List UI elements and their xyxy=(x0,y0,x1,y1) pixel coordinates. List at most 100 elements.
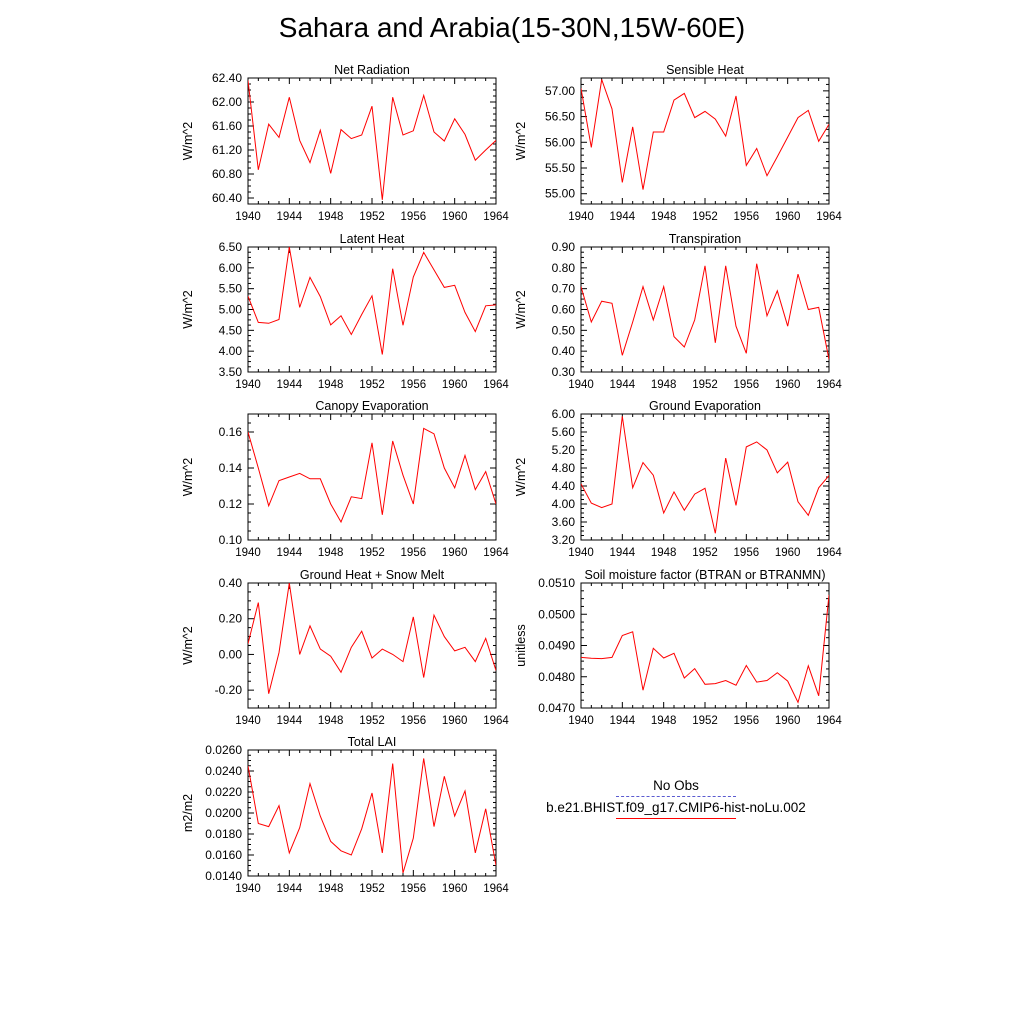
y-tick-label: 60.80 xyxy=(212,167,242,181)
x-tick-label: 1952 xyxy=(359,379,385,391)
y-tick-label: 61.60 xyxy=(212,119,242,133)
y-tick-label: 57.00 xyxy=(545,84,575,98)
y-axis-label: W/m^2 xyxy=(181,122,195,161)
y-tick-label: 55.50 xyxy=(545,161,575,175)
x-tick-label: 1940 xyxy=(568,547,594,559)
y-axis-label: W/m^2 xyxy=(514,290,528,329)
panel-title: Canopy Evaporation xyxy=(315,399,428,413)
y-tick-label: 0.0260 xyxy=(205,743,242,757)
y-tick-label: 5.20 xyxy=(552,443,576,457)
legend: No Obs b.e21.BHIST.f09_g17.CMIP6-hist-no… xyxy=(520,778,832,819)
y-tick-label: 5.60 xyxy=(552,425,576,439)
y-tick-label: 55.00 xyxy=(545,187,575,201)
y-tick-label: -0.20 xyxy=(215,683,243,697)
x-tick-label: 1948 xyxy=(651,211,677,223)
y-tick-label: 5.50 xyxy=(219,282,243,296)
x-tick-label: 1940 xyxy=(568,379,594,391)
x-tick-label: 1948 xyxy=(651,715,677,727)
y-tick-label: 3.20 xyxy=(552,533,576,547)
plot-frame xyxy=(247,749,497,877)
panel-2: Sensible Heat W/m^2 1940 1944 1948 1952 1956 19… xyxy=(514,63,842,223)
x-tick-label: 1956 xyxy=(401,211,427,223)
plot-frame xyxy=(247,413,497,541)
panel-3: Latent Heat W/m^2 1940 1944 1948 1952 1956 1960… xyxy=(181,232,509,391)
x-tick-label: 1948 xyxy=(318,715,344,727)
y-tick-label: 0.14 xyxy=(219,461,243,475)
legend-obs-line xyxy=(616,796,736,797)
panel-title: Latent Heat xyxy=(340,232,405,246)
legend-model-label: b.e21.BHIST.f09_g17.CMIP6-hist-noLu.002 xyxy=(546,800,806,815)
x-tick-label: 1960 xyxy=(442,547,468,559)
y-tick-label: 5.00 xyxy=(219,303,243,317)
series-line xyxy=(248,80,496,200)
y-tick-label: 4.00 xyxy=(219,344,243,358)
x-tick-label: 1956 xyxy=(734,379,760,391)
x-tick-label: 1960 xyxy=(775,211,801,223)
y-tick-label: 0.90 xyxy=(552,240,576,254)
page-title: Sahara and Arabia(15-30N,15W-60E) xyxy=(278,12,746,43)
series-line xyxy=(581,416,829,534)
y-tick-label: 4.80 xyxy=(552,461,576,475)
x-tick-label: 1940 xyxy=(235,379,261,391)
x-tick-label: 1952 xyxy=(359,715,385,727)
y-tick-label: 0.40 xyxy=(219,576,243,590)
x-tick-label: 1964 xyxy=(816,211,842,223)
x-tick-label: 1956 xyxy=(401,883,427,895)
y-tick-label: 0.10 xyxy=(219,533,243,547)
x-tick-label: 1956 xyxy=(734,715,760,727)
y-tick-label: 0.12 xyxy=(219,497,243,511)
x-tick-label: 1948 xyxy=(651,547,677,559)
y-tick-label: 0.0180 xyxy=(205,827,242,841)
x-tick-label: 1944 xyxy=(610,211,636,223)
x-tick-label: 1948 xyxy=(318,211,344,223)
legend-obs-label: No Obs xyxy=(653,778,699,793)
panel-5: Canopy Evaporation W/m^2 1940 1944 1948 1952 1… xyxy=(181,399,509,559)
plot-frame xyxy=(247,246,497,373)
x-tick-label: 1956 xyxy=(734,547,760,559)
y-tick-label: 56.50 xyxy=(545,110,575,124)
y-tick-label: 56.00 xyxy=(545,135,575,149)
x-tick-label: 1952 xyxy=(692,547,718,559)
x-tick-label: 1944 xyxy=(277,211,303,223)
y-axis-label: W/m^2 xyxy=(514,122,528,161)
x-tick-label: 1956 xyxy=(734,211,760,223)
y-axis-label: W/m^2 xyxy=(181,290,195,329)
y-tick-label: 0.30 xyxy=(552,365,576,379)
y-axis-label: W/m^2 xyxy=(514,458,528,497)
x-tick-label: 1944 xyxy=(277,715,303,727)
x-tick-label: 1940 xyxy=(235,883,261,895)
y-tick-label: 4.50 xyxy=(219,323,243,337)
x-tick-label: 1952 xyxy=(359,211,385,223)
x-tick-label: 1940 xyxy=(235,547,261,559)
x-tick-label: 1956 xyxy=(401,547,427,559)
x-tick-label: 1960 xyxy=(442,715,468,727)
y-tick-label: 4.40 xyxy=(552,479,576,493)
plot-frame xyxy=(580,77,830,205)
x-tick-label: 1960 xyxy=(442,883,468,895)
panel-title: Net Radiation xyxy=(334,63,410,77)
x-tick-label: 1944 xyxy=(610,379,636,391)
series-line xyxy=(248,427,496,524)
panel-title: Transpiration xyxy=(669,232,742,246)
series-line xyxy=(248,583,496,694)
y-tick-label: 0.00 xyxy=(219,647,243,661)
x-tick-label: 1964 xyxy=(483,211,509,223)
y-tick-label: 61.20 xyxy=(212,143,242,157)
panel-6: Ground Evaporation W/m^2 1940 1944 1948 1952 1… xyxy=(514,399,842,559)
y-tick-label: 0.70 xyxy=(552,282,576,296)
series-line xyxy=(248,758,496,874)
panel-title: Sensible Heat xyxy=(666,63,744,77)
x-tick-label: 1964 xyxy=(816,715,842,727)
x-tick-label: 1964 xyxy=(483,883,509,895)
y-tick-label: 0.40 xyxy=(552,344,576,358)
y-tick-label: 62.00 xyxy=(212,95,242,109)
x-tick-label: 1944 xyxy=(277,883,303,895)
y-tick-label: 6.50 xyxy=(219,240,243,254)
panel-title: Ground Evaporation xyxy=(649,399,761,413)
x-tick-label: 1960 xyxy=(442,379,468,391)
x-tick-label: 1960 xyxy=(775,379,801,391)
panel-9: Total LAI m2/m2 1940 1944 1948 1952 1956 1960 19… xyxy=(181,735,509,895)
x-tick-label: 1944 xyxy=(610,547,636,559)
